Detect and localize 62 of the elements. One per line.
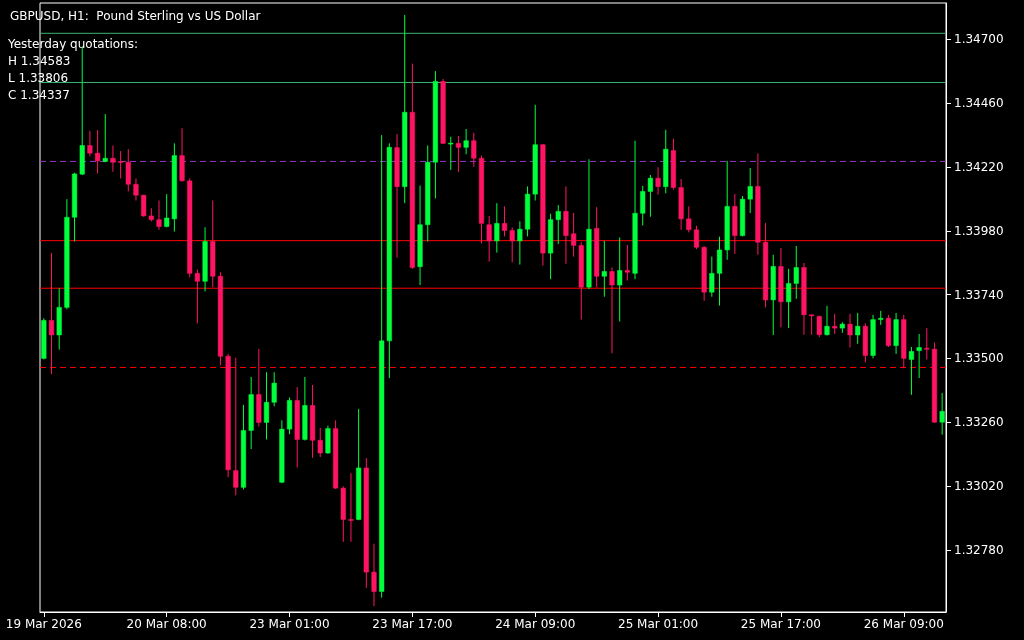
text: GBPUSD, H1: Pound Sterling vs US Dollar [10,9,261,23]
y-tick-label: 1.33020 [954,479,1004,493]
candlestick [517,220,523,266]
y-tick-label: 1.32780 [954,542,1004,557]
y-tick-label: 1.34460 [954,96,1004,111]
candlestick [709,256,715,298]
y-tick-label: 1.34220 [954,160,1004,175]
candlestick [233,357,239,496]
candlestick [494,202,500,254]
candlestick [855,312,861,345]
candlestick [916,333,922,379]
candlestick [48,252,55,375]
candlestick [371,543,377,607]
candlestick [95,129,101,174]
candlestick [448,136,454,171]
candlestick [716,236,723,307]
y-tick-label: 1.33980 [954,223,1004,238]
candlestick [693,225,700,250]
candlestick [847,313,853,349]
x-tick-label: 25 Mar 17:00 [740,617,821,631]
x-tick-label: 19 Mar 2026 [5,617,82,631]
x-tick-label: 26 Mar 09:00 [863,617,944,631]
annotation: Yesterday quotations: [7,37,138,51]
candlestick [509,226,515,263]
annotation: L 1.33806 [8,71,69,85]
candlestick [156,200,162,231]
candlestick [809,313,815,336]
candlestick [924,327,930,360]
candlestick [455,135,461,173]
y-tick-label: 1.33260 [954,415,1004,430]
candlestick [908,346,914,396]
candlestick [110,144,116,173]
candlestick [617,236,623,322]
x-tick-label: 23 Mar 17:00 [372,617,453,631]
candlestick [263,371,270,440]
candlestick [348,472,354,543]
candlestick [624,244,630,282]
candlestick [471,132,477,168]
candlestick [501,205,508,237]
y-tick-label: 1.33500 [954,351,1004,366]
x-tick-label: 23 Mar 01:00 [249,617,330,631]
candlestick [102,113,108,163]
candlestick [939,392,945,436]
x-tick-label: 24 Mar 09:00 [495,617,576,631]
candlestick [686,205,692,233]
candlestick [463,128,469,155]
candlestick [655,166,661,196]
candlestick [747,167,753,214]
candlestick [87,130,93,157]
candlestick [486,215,492,263]
annotation: C 1.34337 [8,88,70,102]
candlestick [609,266,615,354]
x-tick-label: 20 Mar 08:00 [126,617,207,631]
candlestick [832,313,838,335]
y-tick-label: 1.34700 [954,32,1004,47]
candlestick [601,240,607,298]
candlestick [133,177,139,202]
y-tick-label: 1.33740 [954,287,1004,302]
candlestick [824,305,830,337]
annotation: H 1.34583 [8,54,71,68]
candlestick [271,371,277,407]
x-tick-label: 25 Mar 01:00 [618,617,699,631]
